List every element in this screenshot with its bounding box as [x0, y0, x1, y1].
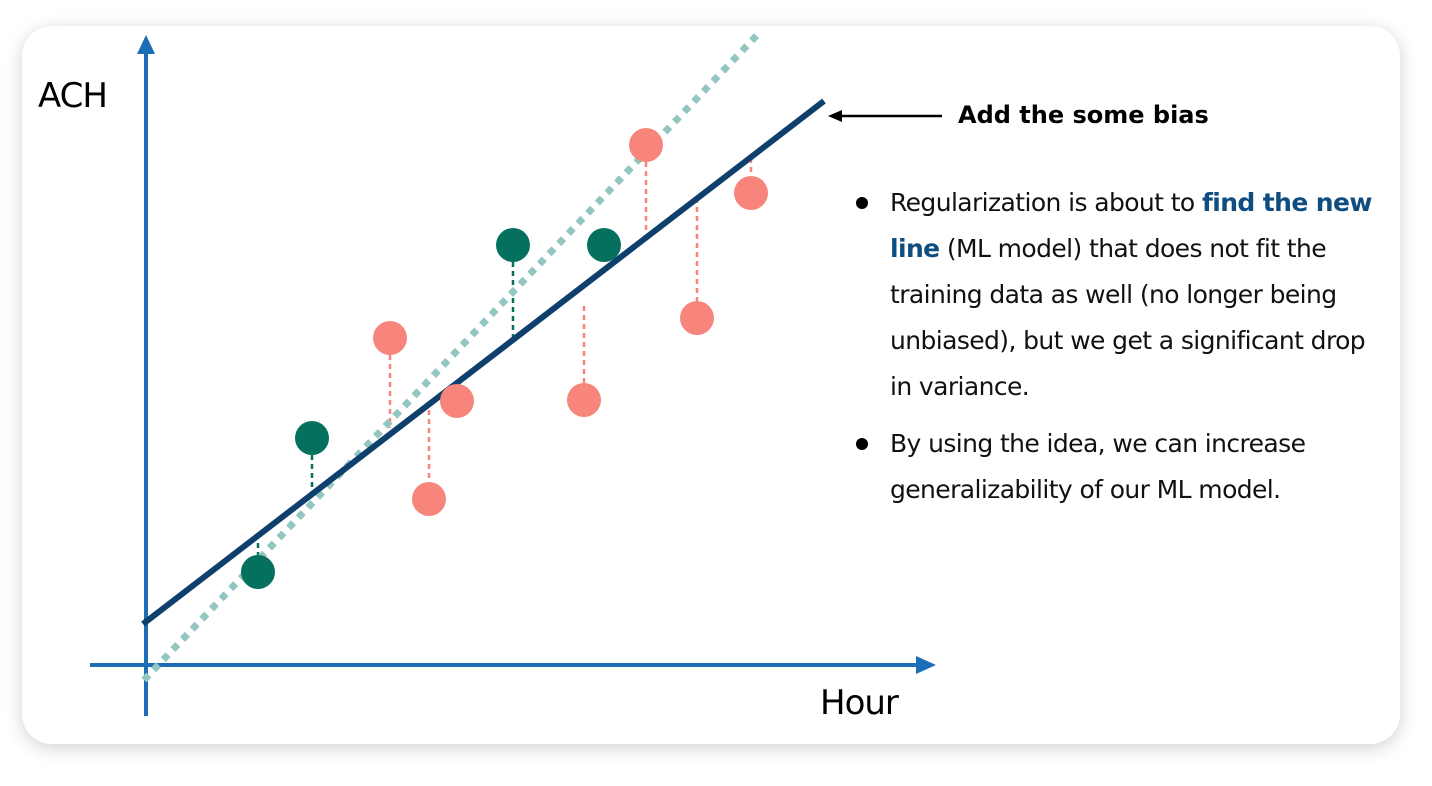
new-line [141, 98, 826, 627]
testing-point [680, 301, 714, 335]
y-axis-arrowhead [137, 35, 155, 54]
training-point [295, 421, 329, 455]
bullet-text: By using the idea, we can increase gener… [890, 429, 1306, 504]
bullet-text-before: Regularization is about to [890, 188, 1202, 217]
testing-point [373, 321, 407, 355]
training-point [587, 228, 621, 262]
testing-point [734, 176, 768, 210]
bullet-text-after: (ML model) that does not fit the trainin… [890, 234, 1366, 401]
residuals [256, 158, 753, 557]
testing-point [567, 383, 601, 417]
annotation-label: Add the some bias [958, 101, 1209, 129]
training-point [241, 555, 275, 589]
diagram-card [22, 26, 1400, 744]
y-axis-label: ACH [38, 76, 108, 116]
training-points [241, 228, 621, 589]
bullet-list: Regularization is about to find the new … [856, 180, 1386, 524]
bullet-dot [856, 438, 868, 450]
testing-point [629, 128, 663, 162]
x-axis-label: Hour [820, 683, 899, 723]
overfit-line [141, 29, 763, 683]
testing-point [440, 384, 474, 418]
bullet-dot [856, 197, 868, 209]
testing-point [412, 482, 446, 516]
testing-points [373, 128, 768, 516]
training-point [496, 228, 530, 262]
x-axis-arrowhead [916, 656, 936, 674]
bullet-item: Regularization is about to find the new … [856, 180, 1386, 410]
bullet-item: By using the idea, we can increase gener… [856, 421, 1386, 513]
bullet-highlight: find the new line [890, 188, 1372, 263]
annotation-arrowhead [828, 110, 842, 122]
